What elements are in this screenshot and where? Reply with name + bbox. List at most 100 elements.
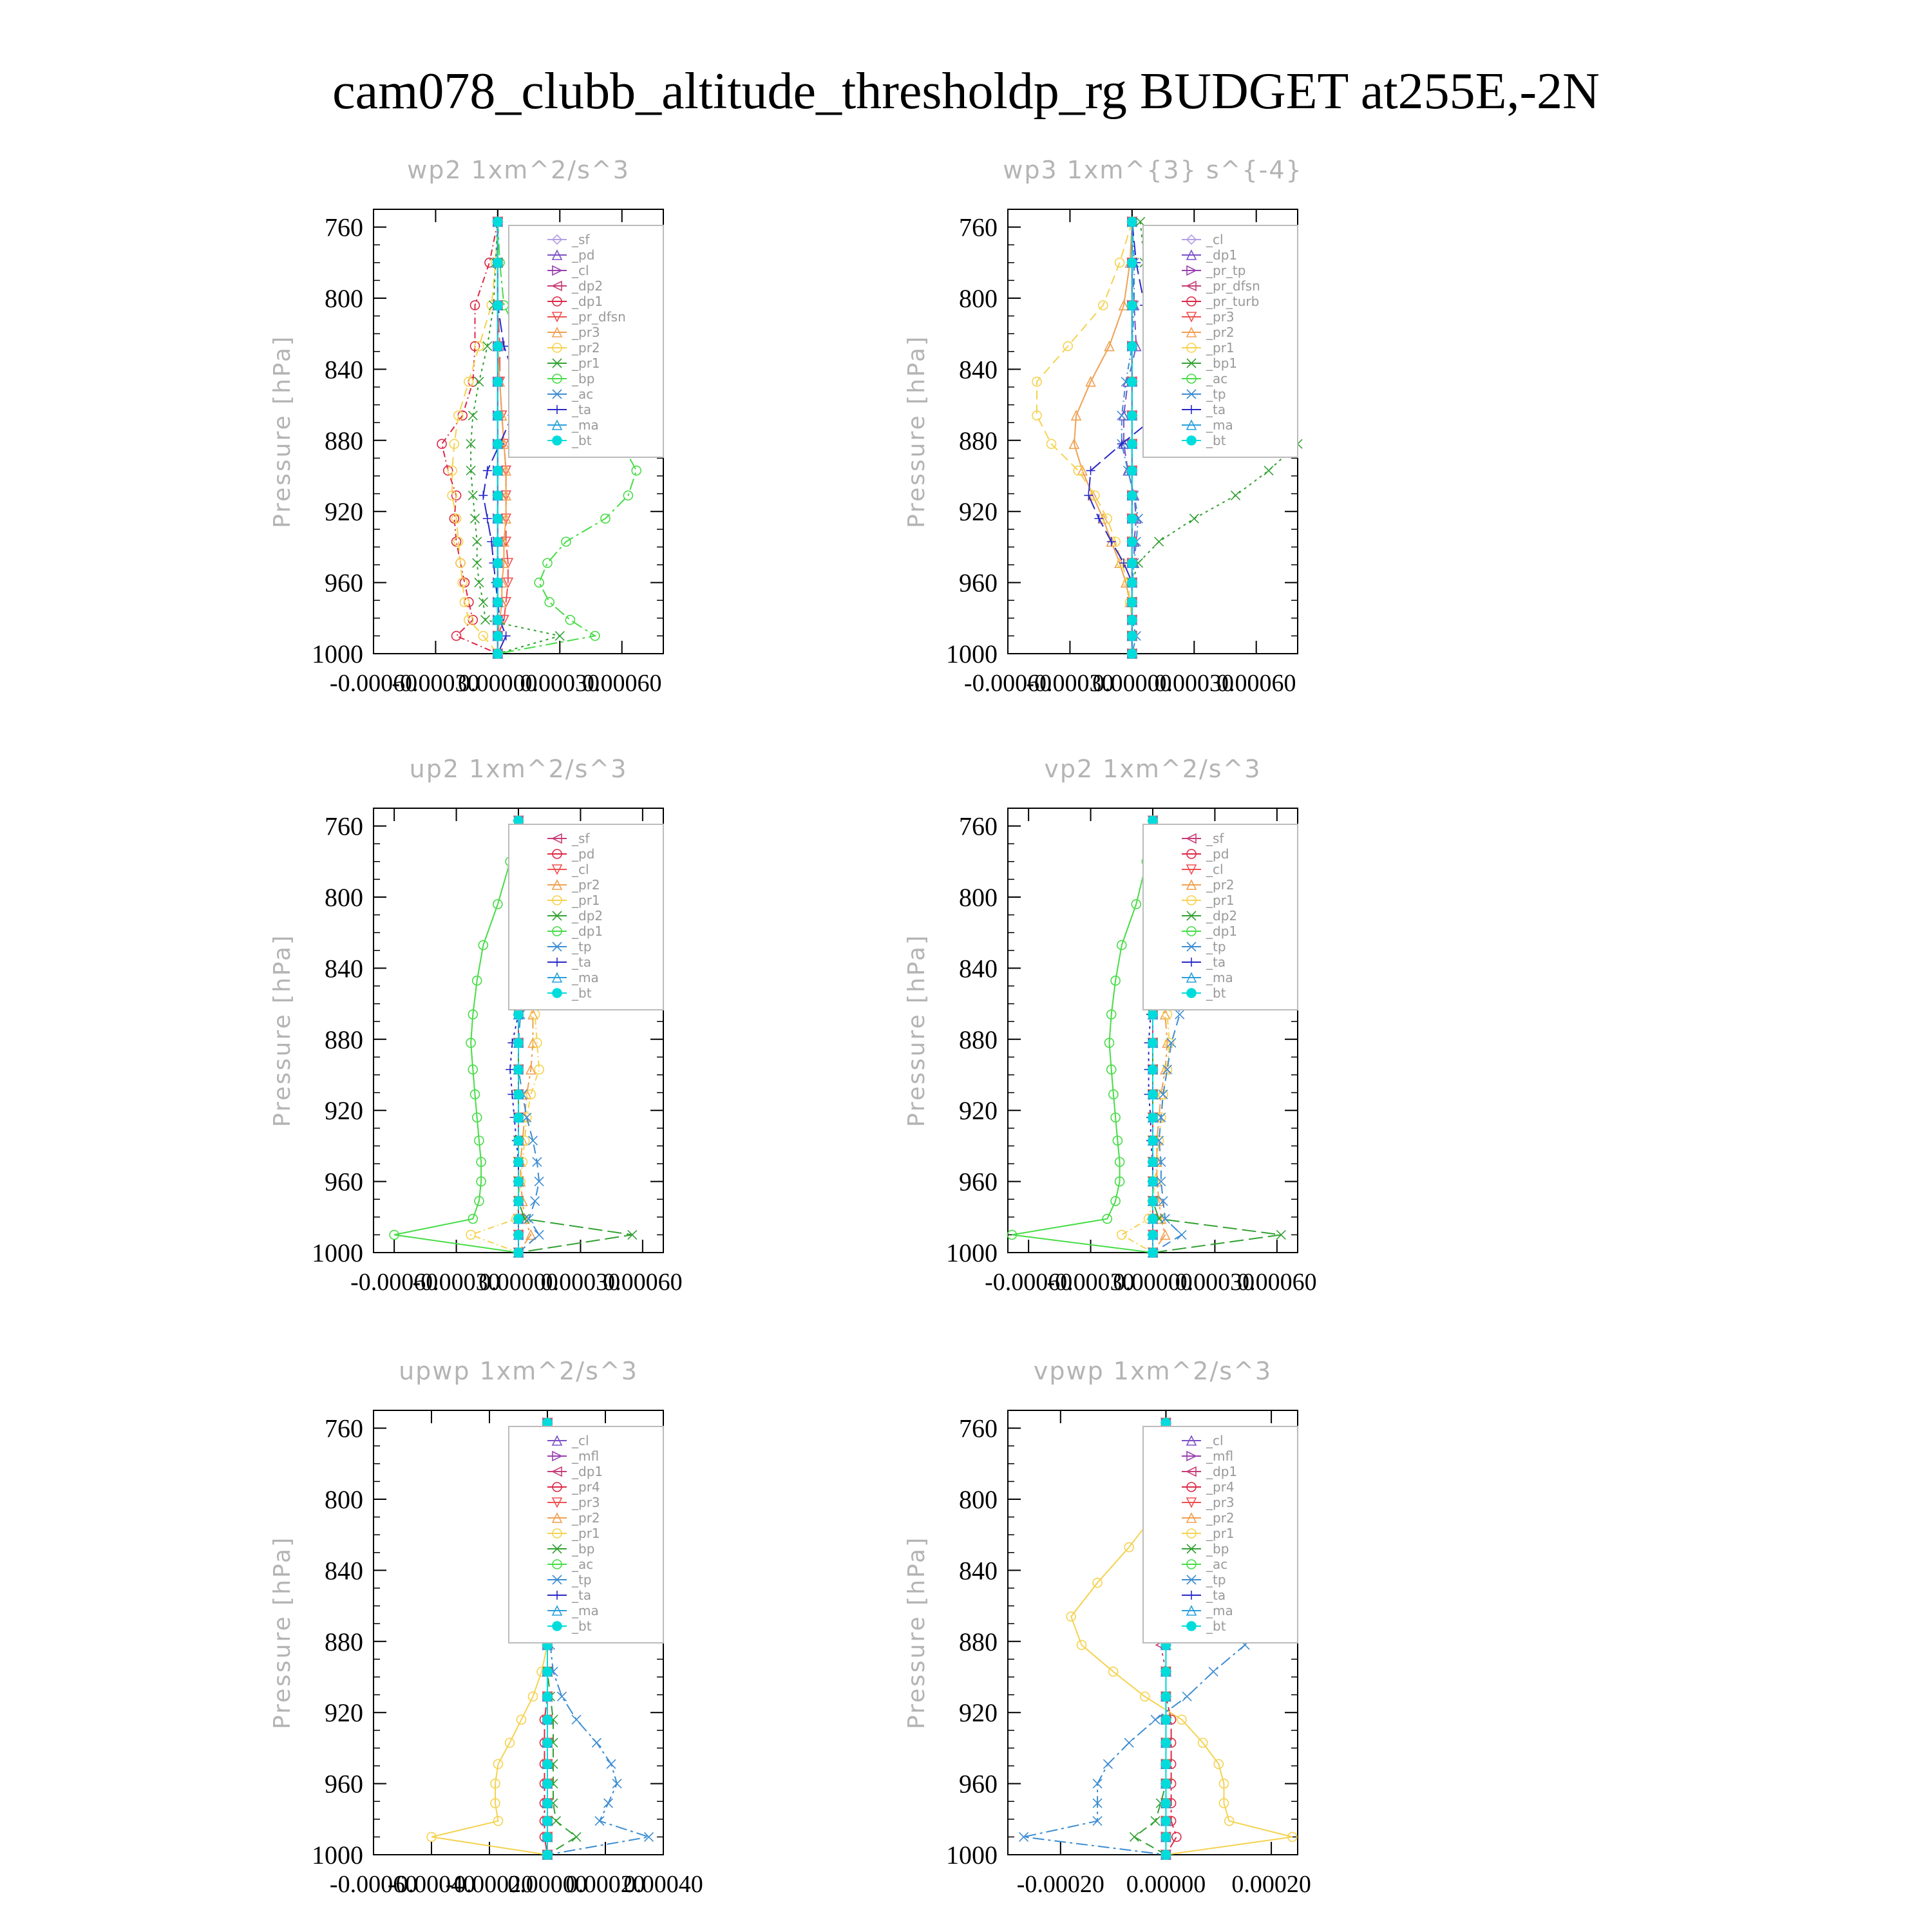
data-point bbox=[544, 597, 555, 607]
data-point bbox=[1164, 1037, 1175, 1048]
legend-label: _sf bbox=[571, 831, 590, 846]
panel-2: wp3 1xm^{3} s^{-4} Pressure [hPa] 760 800 84… bbox=[904, 156, 1303, 697]
series-pr2 bbox=[1068, 216, 1138, 659]
data-point bbox=[451, 630, 462, 641]
data-point bbox=[490, 1798, 500, 1808]
data-point bbox=[437, 439, 447, 450]
x-tick-label: 0.00060 bbox=[1237, 1269, 1317, 1296]
data-point bbox=[1127, 490, 1137, 501]
legend-label: _pr1 bbox=[1206, 893, 1235, 908]
legend-marker bbox=[1186, 419, 1197, 430]
data-point bbox=[534, 1177, 544, 1187]
x-tick-label: -0.00030 bbox=[392, 670, 479, 697]
data-point bbox=[482, 514, 492, 524]
panel-title: vpwp 1xm^2/s^3 bbox=[1034, 1357, 1272, 1385]
data-point bbox=[1127, 513, 1137, 524]
data-point bbox=[542, 1815, 553, 1826]
data-point bbox=[1127, 630, 1137, 641]
data-point bbox=[542, 558, 553, 569]
data-point bbox=[468, 1213, 478, 1224]
legend-label: _pr4 bbox=[1206, 1479, 1235, 1495]
data-point bbox=[493, 376, 503, 387]
panel-1: wp2 1xm^2/s^3 Pressure [hPa] 760 800 840 880 9… bbox=[269, 156, 664, 697]
y-axis-label: Pressure [hPa] bbox=[269, 1536, 296, 1729]
data-point bbox=[493, 899, 503, 909]
series-line bbox=[441, 222, 498, 654]
data-point bbox=[466, 439, 476, 449]
legend-label: _sf bbox=[571, 232, 590, 247]
y-axis-label: Pressure [hPa] bbox=[904, 1536, 930, 1729]
data-point bbox=[542, 1666, 553, 1677]
legend-marker bbox=[1186, 343, 1197, 353]
legend-marker bbox=[552, 435, 562, 446]
legend-marker bbox=[552, 942, 562, 952]
legend-marker bbox=[552, 1482, 562, 1492]
x-tick-label: 0.00000 bbox=[458, 670, 538, 697]
data-point bbox=[627, 1229, 638, 1240]
y-tick-label: 1000 bbox=[312, 1238, 363, 1267]
y-tick-label: 1000 bbox=[946, 1841, 998, 1870]
data-point bbox=[556, 1691, 567, 1701]
x-tick-label: -0.00030 bbox=[1046, 1269, 1134, 1296]
legend-marker bbox=[552, 988, 562, 998]
panel-5: upwp 1xm^2/s^3 Pressure [hPa] 760 800 840 880… bbox=[269, 1357, 703, 1898]
data-point bbox=[1160, 1691, 1171, 1702]
legend-marker bbox=[551, 1435, 563, 1446]
legend-label: _pr1 bbox=[1206, 340, 1235, 355]
y-axis-label: Pressure [hPa] bbox=[269, 934, 296, 1127]
x-tick-label: 0.00030 bbox=[1155, 670, 1235, 697]
data-point bbox=[493, 1759, 504, 1770]
data-point bbox=[1119, 558, 1128, 568]
data-point bbox=[1084, 491, 1094, 500]
series-dp1 bbox=[1007, 815, 1158, 1258]
data-point bbox=[532, 1157, 542, 1167]
data-point bbox=[478, 597, 488, 607]
data-point bbox=[490, 1778, 500, 1789]
data-point bbox=[466, 466, 476, 476]
y-axis-label: Pressure [hPa] bbox=[269, 335, 296, 528]
data-point bbox=[469, 1089, 480, 1100]
data-point bbox=[1032, 376, 1042, 387]
data-point bbox=[472, 558, 482, 568]
data-point bbox=[455, 558, 466, 569]
data-point bbox=[474, 341, 484, 352]
data-point bbox=[468, 410, 478, 421]
data-point bbox=[513, 1157, 524, 1168]
y-axis-label: Pressure [hPa] bbox=[904, 934, 930, 1127]
data-point bbox=[526, 1089, 536, 1100]
y-tick-label: 760 bbox=[325, 1414, 363, 1443]
data-point bbox=[1150, 1815, 1160, 1826]
panel-title: wp3 1xm^{3} s^{-4} bbox=[1003, 156, 1302, 184]
legend-label: _tp bbox=[1206, 386, 1226, 402]
data-point bbox=[527, 1037, 538, 1048]
legend-marker bbox=[553, 1591, 562, 1600]
data-point bbox=[1162, 1065, 1173, 1075]
legend-label: _dp1 bbox=[1206, 247, 1237, 263]
data-point bbox=[426, 1832, 437, 1842]
legend-label: _pr2 bbox=[1206, 1510, 1235, 1526]
series-line bbox=[393, 820, 519, 1253]
legend-label: _bt bbox=[571, 1618, 592, 1634]
legend-marker bbox=[551, 312, 563, 323]
data-point bbox=[1159, 1229, 1171, 1240]
legend-marker bbox=[551, 1512, 563, 1523]
y-tick-label: 800 bbox=[959, 284, 998, 313]
data-point bbox=[474, 578, 484, 588]
data-point bbox=[532, 1037, 542, 1048]
data-point bbox=[571, 1832, 582, 1842]
legend-marker bbox=[552, 911, 562, 921]
legend-box bbox=[508, 225, 664, 458]
legend-label: _dp2 bbox=[571, 278, 603, 294]
data-point bbox=[464, 614, 474, 625]
data-point bbox=[1127, 257, 1137, 268]
legend-marker bbox=[552, 265, 563, 276]
data-point bbox=[1127, 465, 1137, 476]
legend-marker bbox=[552, 358, 562, 368]
legend-marker bbox=[1186, 1482, 1197, 1492]
data-point bbox=[1158, 1089, 1168, 1099]
legend-label: _tp bbox=[1206, 939, 1226, 954]
y-tick-label: 1000 bbox=[312, 1841, 363, 1870]
data-point bbox=[472, 536, 482, 547]
x-tick-label: 0.00030 bbox=[520, 670, 600, 697]
legend-marker bbox=[1187, 1591, 1196, 1600]
